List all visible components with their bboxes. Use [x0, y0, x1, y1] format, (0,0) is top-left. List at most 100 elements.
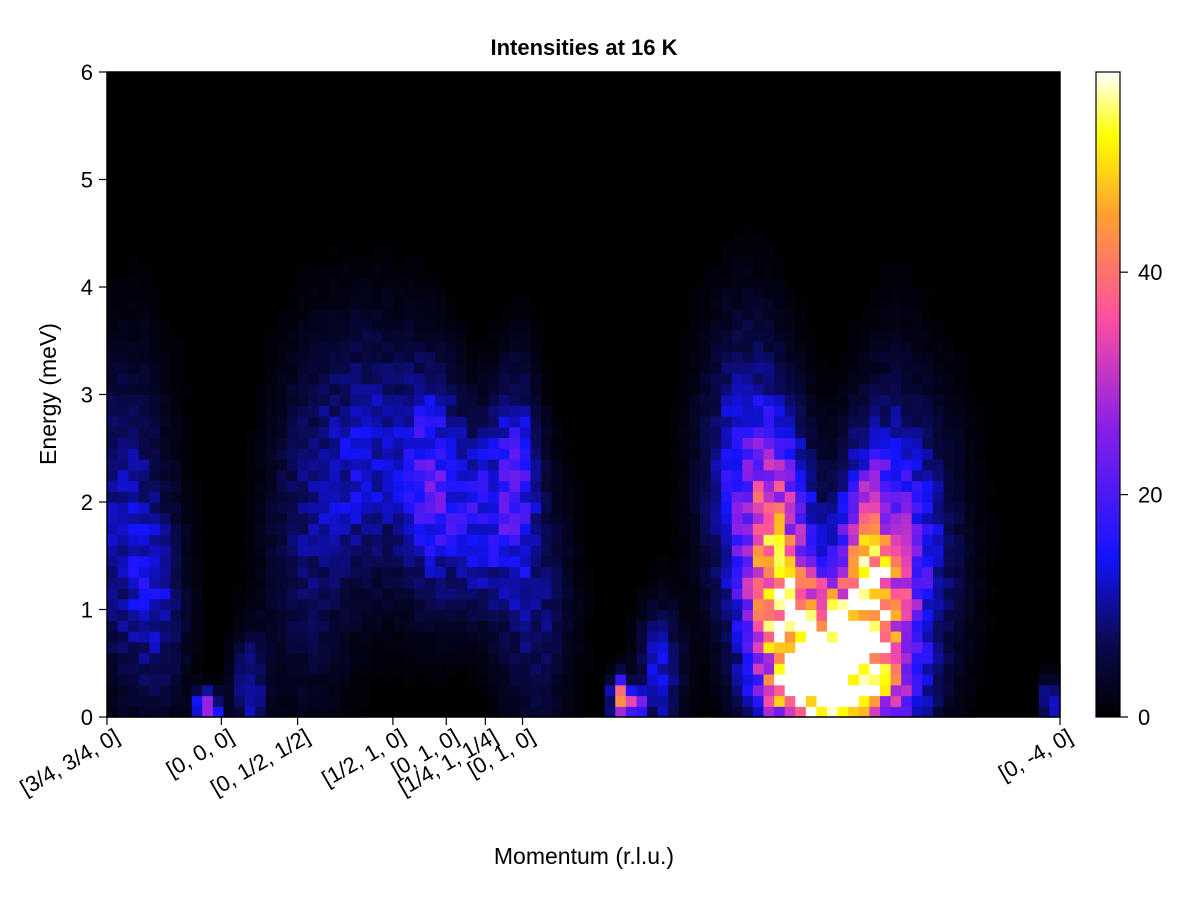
heatmap-cell — [869, 512, 881, 525]
heatmap-cell — [752, 512, 765, 525]
heatmap-cell — [519, 405, 532, 417]
heatmap-cell — [774, 684, 786, 697]
heatmap-cell — [699, 545, 712, 557]
heatmap-cell — [901, 491, 913, 503]
heatmap-cell — [128, 598, 140, 611]
heatmap-cell — [932, 684, 945, 697]
heatmap-cell — [858, 577, 870, 589]
heatmap-cell — [488, 620, 500, 632]
heatmap-cell — [699, 502, 712, 514]
heatmap-cell — [752, 330, 765, 342]
heatmap-cell — [181, 674, 193, 686]
heatmap-cell — [731, 577, 743, 589]
heatmap-cell — [985, 545, 998, 557]
heatmap-cell — [403, 319, 415, 331]
heatmap-cell — [954, 588, 966, 600]
heatmap-cell — [255, 566, 267, 578]
heatmap-cell — [424, 491, 436, 503]
heatmap-cell — [541, 598, 553, 611]
heatmap-cell — [964, 652, 976, 664]
heatmap-cell — [424, 330, 436, 342]
heatmap-cell — [911, 577, 923, 589]
heatmap-cell — [699, 340, 712, 353]
heatmap-cell — [191, 620, 203, 632]
heatmap-cell — [297, 459, 309, 471]
heatmap-cell — [901, 609, 913, 621]
heatmap-cell — [117, 340, 129, 353]
heatmap-cell — [191, 588, 203, 600]
heatmap-cell — [181, 448, 193, 460]
heatmap-cell — [848, 340, 860, 353]
heatmap-cell — [456, 362, 468, 374]
heatmap-cell — [244, 631, 256, 643]
heatmap-cell — [255, 480, 267, 492]
heatmap-cell — [752, 706, 765, 718]
heatmap-cell — [964, 469, 976, 482]
heatmap-cell — [710, 373, 722, 385]
heatmap-cell — [128, 330, 140, 342]
heatmap-cell — [731, 448, 743, 460]
heatmap-cell — [382, 620, 394, 632]
heatmap-cell — [117, 663, 129, 675]
heatmap-cell — [827, 405, 839, 417]
heatmap-cell — [339, 394, 352, 406]
heatmap-cell — [932, 695, 945, 707]
heatmap-cell — [138, 308, 150, 320]
heatmap-cell — [149, 620, 161, 632]
heatmap-cell — [202, 706, 214, 718]
heatmap-cell — [350, 555, 362, 568]
heatmap-cell — [329, 405, 341, 417]
heatmap-cell — [339, 534, 352, 546]
heatmap-cell — [827, 674, 839, 686]
heatmap-cell — [477, 373, 489, 385]
heatmap-cell — [392, 491, 405, 503]
heatmap-cell — [138, 373, 150, 385]
heatmap-cell — [117, 394, 129, 406]
heatmap-cell — [541, 405, 553, 417]
heatmap-cell — [901, 469, 913, 482]
heatmap-cell — [424, 437, 436, 449]
heatmap-cell — [318, 340, 330, 353]
heatmap-cell — [329, 297, 341, 310]
heatmap-cell — [710, 491, 722, 503]
heatmap-cell — [858, 609, 870, 621]
y-axis-label: Energy (meV) — [35, 323, 61, 465]
heatmap-cell — [678, 631, 690, 643]
heatmap-cell — [244, 512, 256, 525]
heatmap-cell — [742, 330, 754, 342]
heatmap-cell — [339, 469, 352, 482]
heatmap-cell — [784, 684, 796, 697]
heatmap-cell — [678, 555, 690, 568]
heatmap-cell — [445, 566, 458, 578]
heatmap-cell — [752, 244, 765, 256]
heatmap-cell — [181, 437, 193, 449]
heatmap-cell — [689, 695, 701, 707]
heatmap-cell — [361, 566, 373, 578]
heatmap-cell — [954, 469, 966, 482]
heatmap-cell — [107, 373, 119, 385]
heatmap-cell — [932, 555, 945, 568]
heatmap-cell — [890, 695, 902, 707]
heatmap-cell — [149, 555, 161, 568]
heatmap-cell — [276, 545, 288, 557]
heatmap-cell — [827, 491, 839, 503]
heatmap-cell — [350, 373, 362, 385]
heatmap-cell — [699, 426, 712, 439]
heatmap-cell — [276, 330, 288, 342]
heatmap-cell — [901, 652, 913, 664]
heatmap-cell — [329, 351, 341, 363]
heatmap-cell — [117, 674, 129, 686]
heatmap-cell — [763, 631, 775, 643]
heatmap-cell — [467, 545, 479, 557]
heatmap-cell — [932, 512, 945, 525]
heatmap-cell — [551, 512, 563, 525]
heatmap-cell — [901, 663, 913, 675]
heatmap-cell — [519, 555, 532, 568]
heatmap-cell — [318, 523, 330, 535]
heatmap-cell — [244, 469, 256, 482]
heatmap-cell — [488, 330, 500, 342]
heatmap-cell — [689, 340, 701, 353]
heatmap-cell — [287, 631, 299, 643]
heatmap-cell — [752, 502, 765, 514]
heatmap-cell — [107, 351, 119, 363]
